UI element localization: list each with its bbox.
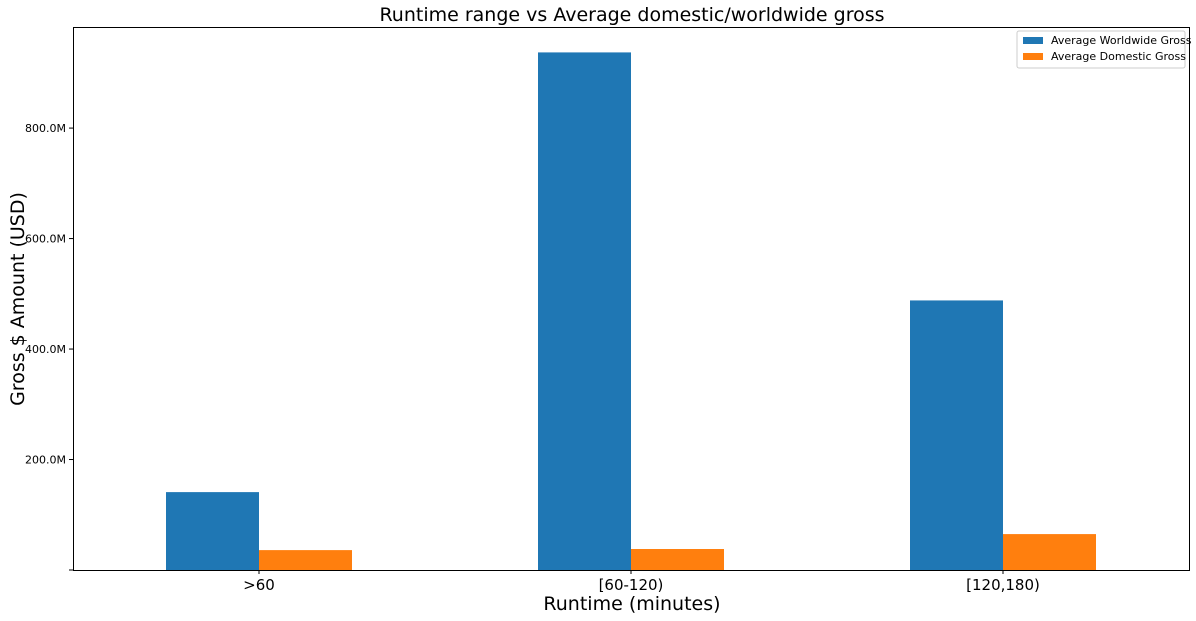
legend-box	[1016, 30, 1186, 69]
x-tick-label: >60	[243, 576, 275, 594]
x-axis-label: Runtime (minutes)	[543, 593, 720, 615]
y-axis-label: Gross $ Amount (USD)	[7, 192, 29, 406]
bar-domestic-2	[1003, 534, 1096, 570]
legend-swatch-worldwide	[1023, 37, 1043, 44]
y-tick-label: 600.0M	[25, 233, 66, 246]
legend-swatch-domestic	[1023, 53, 1043, 60]
bar-domestic-0	[259, 550, 352, 570]
x-tick-label: [60-120)	[599, 576, 664, 594]
legend-label-domestic: Average Domestic Gross	[1051, 50, 1186, 63]
bar-worldwide-1	[538, 52, 631, 570]
y-tick-label: 200.0M	[25, 454, 66, 467]
bar-worldwide-2	[910, 300, 1003, 570]
plot-frame	[73, 27, 1190, 571]
y-tick-label: 800.0M	[25, 122, 66, 135]
bar-domestic-1	[631, 549, 724, 570]
legend: Average Worldwide Gross Average Domestic …	[1016, 30, 1192, 69]
x-tick-label: [120,180)	[966, 576, 1040, 594]
legend-label-worldwide: Average Worldwide Gross	[1051, 34, 1192, 47]
x-axis: >60 [60-120) [120,180)	[243, 570, 1040, 594]
bar-worldwide-0	[166, 492, 259, 570]
y-tick-label: 400.0M	[25, 343, 66, 356]
y-axis: 200.0M 400.0M 600.0M 800.0M	[25, 122, 73, 571]
chart-title: Runtime range vs Average domestic/worldw…	[379, 4, 884, 26]
bars-layer	[166, 52, 1096, 570]
